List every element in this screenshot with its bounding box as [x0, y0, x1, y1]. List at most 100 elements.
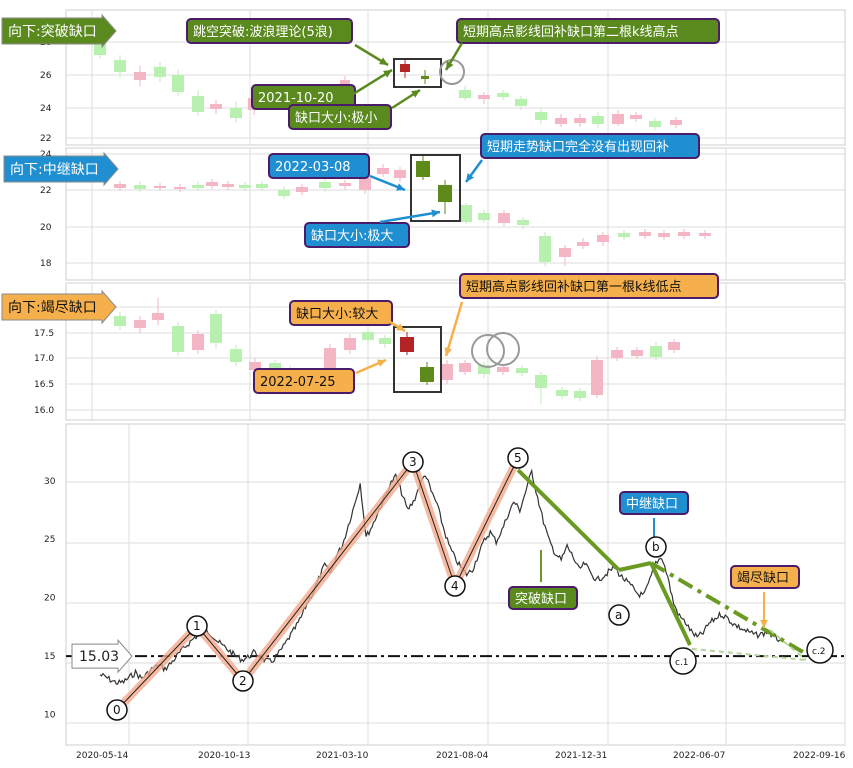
candle-body — [239, 185, 251, 188]
candle — [539, 232, 551, 266]
callout-text: 短期高点影线回补缺口第二根k线高点 — [463, 24, 679, 40]
candle-body — [668, 342, 680, 350]
candle-body — [539, 236, 551, 262]
candle-body — [172, 326, 184, 352]
x-tick-label: 2022-09-16 — [793, 751, 846, 761]
y-tick-label: 26 — [40, 71, 52, 81]
candle — [134, 66, 146, 86]
candle-body — [460, 205, 472, 222]
wave-label: 2 — [239, 674, 247, 688]
candle — [222, 181, 234, 190]
wave-label: c.2 — [812, 647, 826, 657]
candle — [239, 182, 251, 191]
candle — [339, 180, 351, 190]
arrow-head — [411, 90, 420, 98]
callout-text: 缺口大小:极大 — [311, 229, 393, 244]
wave-marker — [232, 670, 254, 692]
candle-body — [154, 67, 166, 77]
y-tick-label: 18 — [40, 259, 52, 269]
callout-box — [186, 18, 353, 44]
label-breakaway-gap: 突破缺口 — [508, 586, 578, 610]
candle — [134, 316, 146, 333]
wave-marker — [186, 615, 208, 637]
candle — [114, 181, 126, 191]
callout-text: 缺口大小:较大 — [296, 307, 378, 322]
callout-box — [730, 565, 800, 589]
wave-label: a — [615, 608, 622, 622]
candle — [400, 332, 414, 355]
support-value: 15.03 — [79, 649, 119, 665]
candle — [668, 339, 680, 353]
wave-line — [454, 457, 519, 587]
callout-date: 2022-07-25 — [253, 368, 355, 394]
candle-body — [658, 233, 670, 237]
candle-body — [400, 64, 410, 72]
panel-runaway: 18 20 22 24 向下:中继缺口 2022-03-08 短期走势缺口完全没有出现回补缺… — [3, 133, 846, 281]
callout-box — [268, 153, 370, 179]
candle — [172, 322, 184, 356]
candle — [478, 92, 490, 104]
wave-marker — [402, 451, 424, 473]
candle — [658, 230, 670, 240]
candle-body — [400, 337, 414, 352]
candle — [441, 360, 453, 384]
wave-point-c.1: c.1 — [669, 647, 697, 675]
arrow-shaft — [349, 68, 393, 98]
candle — [556, 387, 568, 399]
candle-body — [699, 233, 711, 236]
candle — [172, 70, 184, 96]
wave-line — [196, 625, 244, 682]
x-tick-label: 2020-05-14 — [76, 751, 129, 761]
candle — [230, 102, 242, 122]
candle-body — [206, 182, 218, 186]
candle-body — [230, 108, 242, 118]
candle-body — [174, 187, 186, 189]
callout-first-candle-low: 短期高点影线回补缺口第一根k线低点 — [459, 273, 719, 299]
candle — [498, 210, 510, 226]
candle-body — [339, 183, 351, 186]
panel-tag: 向下:中继缺口 — [3, 151, 119, 187]
price-line — [99, 468, 781, 685]
wave-line — [412, 461, 456, 587]
wave-label: b — [652, 540, 660, 554]
wave-point-c.2: c.2 — [806, 636, 834, 664]
candle-body — [597, 235, 609, 242]
candle-body — [222, 184, 234, 187]
candle — [210, 100, 222, 114]
tag-arrow — [1, 13, 117, 49]
candle-body — [678, 232, 690, 236]
candle — [377, 164, 389, 177]
gap-highlight-box — [410, 154, 461, 222]
candle — [459, 360, 471, 375]
panel-exhaustion: 16.0 16.5 17.0 17.5 向下:竭尽缺口 缺口大小:较大 短期高点影线回补缺口… — [1, 273, 846, 421]
callout-gap-size: 缺口大小:极小 — [288, 104, 392, 130]
y-tick-label: 25 — [44, 535, 55, 545]
panel-breakaway: 22242628向下:突破缺口跳空突破:波浪理论(5浪)短期高点影线回补缺口第二… — [1, 9, 846, 146]
corrective-wave — [649, 562, 692, 646]
callout-box — [619, 491, 689, 515]
candle — [210, 310, 222, 348]
callout-box — [304, 222, 410, 248]
y-tick-label: 17.5 — [34, 329, 54, 339]
candle-body — [421, 76, 429, 79]
wave-point-1: 1 — [186, 615, 208, 637]
wave-point-0: 0 — [106, 699, 128, 721]
candle-body — [192, 96, 204, 112]
candle — [278, 186, 290, 199]
candle — [649, 118, 661, 130]
candle-body — [210, 104, 222, 109]
arrow-shaft — [379, 210, 441, 224]
candle-body — [377, 168, 389, 174]
callout-gap-size: 缺口大小:极大 — [304, 222, 410, 248]
candle — [559, 245, 571, 266]
candle — [319, 178, 331, 192]
candle-body — [210, 314, 222, 343]
candle — [611, 347, 623, 361]
candle-body — [649, 121, 661, 127]
tag-arrow — [3, 151, 119, 187]
candle-body — [631, 350, 643, 356]
callout-text: 短期高点影线回补缺口第一根k线低点 — [466, 279, 682, 295]
x-tick-label: 2021-03-10 — [316, 751, 369, 761]
arrow-head — [377, 359, 386, 367]
